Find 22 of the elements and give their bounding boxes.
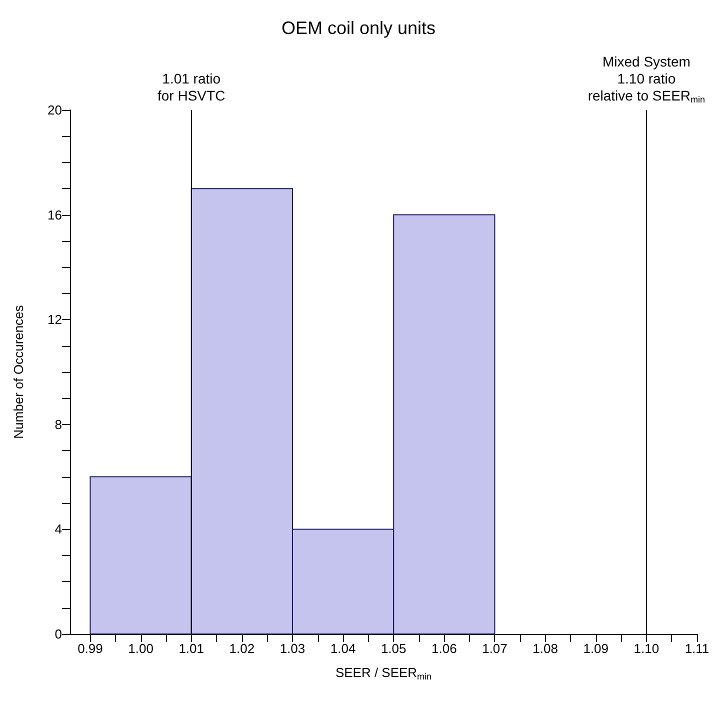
x-tick-label: 1.07 xyxy=(482,641,508,656)
x-tick-label: 1.03 xyxy=(280,641,306,656)
y-tick-label: 12 xyxy=(48,312,62,328)
ref-line-label: 1.01 ratio for HSVTC xyxy=(158,70,226,104)
y-tick-label: 8 xyxy=(54,416,62,432)
x-tick-label: 1.08 xyxy=(532,641,558,656)
x-tick-label: 1.05 xyxy=(380,641,406,656)
x-tick-label: 0.99 xyxy=(78,641,103,656)
x-tick-label: 1.11 xyxy=(684,641,710,656)
x-tick-label: 1.10 xyxy=(634,641,660,656)
y-axis-title: Number of Occurences xyxy=(11,304,26,439)
y-tick-label: 0 xyxy=(54,626,62,642)
x-tick-label: 1.01 xyxy=(178,641,204,656)
x-tick-label: 1.09 xyxy=(583,641,609,656)
y-tick-label: 4 xyxy=(54,522,62,537)
x-tick-label: 1.00 xyxy=(128,641,154,656)
y-tick-label: 20 xyxy=(48,102,62,118)
chart-title: OEM coil only units xyxy=(281,18,436,38)
x-tick-label: 1.04 xyxy=(330,641,356,656)
y-tick-label: 16 xyxy=(48,207,62,222)
x-tick-label: 1.02 xyxy=(229,641,255,656)
x-tick-label: 1.06 xyxy=(432,641,457,656)
